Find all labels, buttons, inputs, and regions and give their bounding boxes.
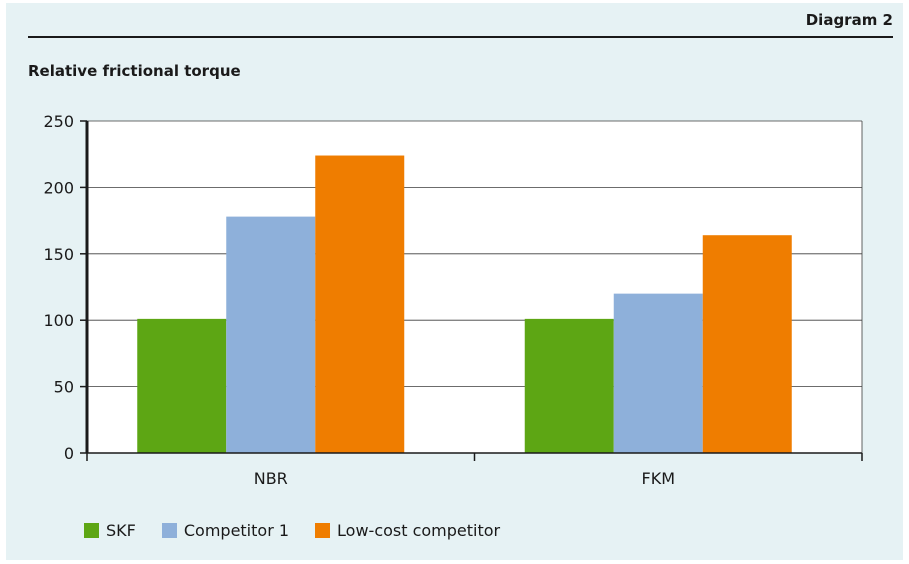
y-tick-label: 0 [64,444,74,463]
legend-label: Low-cost competitor [337,521,501,540]
bar-competitor-1-nbr [226,216,316,453]
diagram-label: Diagram 2 [805,11,893,29]
y-tick-label: 50 [54,378,74,397]
x-tick-label: NBR [254,469,288,488]
legend-item: SKF [84,521,136,540]
bar-skf-nbr [137,318,227,453]
legend-label: Competitor 1 [183,521,290,540]
bar-competitor-1-fkm [613,293,703,453]
bar-low-cost-competitor-fkm [702,235,792,453]
legend: SKF Competitor 1 Low-cost competitor [84,521,526,540]
legend-item: Low-cost competitor [315,521,500,540]
y-tick-label: 150 [43,245,74,264]
bar-skf-fkm [524,318,614,453]
legend-label: SKF [106,521,136,540]
y-tick-label: 250 [43,112,74,131]
legend-swatch [315,523,331,538]
tick-labels: 0 50 100 150 200 250 NBR FKM [43,112,675,488]
y-tick-label: 100 [43,311,74,330]
y-tick-label: 200 [43,178,74,197]
bars [137,155,792,453]
header-rule [28,36,893,38]
x-tick-label: FKM [642,469,676,488]
chart-title: Relative frictional torque [28,62,241,80]
legend-item: Competitor 1 [161,521,290,540]
axes [80,120,863,461]
bar-low-cost-competitor-nbr [315,155,405,453]
legend-swatch [161,523,177,538]
legend-swatch [84,523,99,538]
